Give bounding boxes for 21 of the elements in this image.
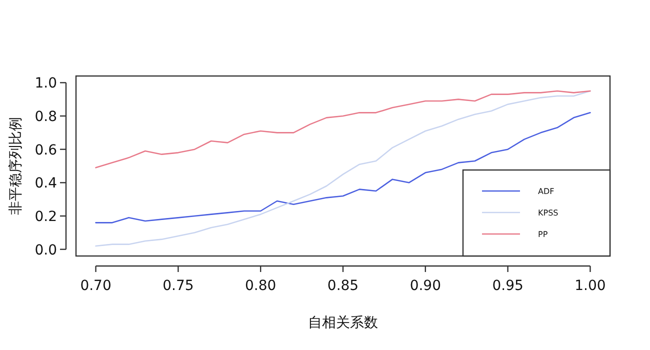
y-tick-label: 0.6 bbox=[34, 142, 58, 158]
y-tick-label: 1.0 bbox=[34, 76, 57, 92]
x-tick-label: 0.75 bbox=[162, 278, 194, 294]
x-axis-title: 自相关系数 bbox=[308, 315, 378, 331]
x-tick-label: 0.70 bbox=[80, 278, 112, 294]
y-tick-label: 0.4 bbox=[34, 176, 58, 192]
x-tick-label: 0.80 bbox=[245, 278, 276, 294]
x-tick-label: 0.85 bbox=[327, 278, 359, 294]
line-series bbox=[95, 112, 591, 224]
x-tick-label: 0.95 bbox=[492, 278, 524, 294]
y-tick-label: 0.2 bbox=[34, 209, 57, 225]
x-tick-label: 1.00 bbox=[574, 278, 606, 294]
y-axis-title: 非平稳序列比例 bbox=[8, 117, 24, 215]
x-tick-label: 0.90 bbox=[410, 278, 441, 294]
legend-label: PP bbox=[538, 230, 548, 239]
y-tick-label: 0.8 bbox=[34, 109, 57, 125]
line-series bbox=[95, 90, 591, 168]
line-series bbox=[95, 90, 591, 247]
y-tick-label: 0.0 bbox=[34, 242, 57, 258]
legend-label: KPSS bbox=[538, 208, 558, 218]
legend-label: ADF bbox=[538, 187, 555, 196]
